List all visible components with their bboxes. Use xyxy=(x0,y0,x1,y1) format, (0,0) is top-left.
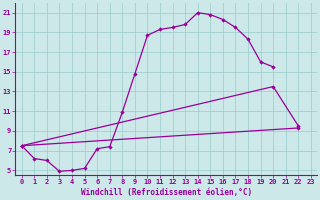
X-axis label: Windchill (Refroidissement éolien,°C): Windchill (Refroidissement éolien,°C) xyxy=(81,188,252,197)
